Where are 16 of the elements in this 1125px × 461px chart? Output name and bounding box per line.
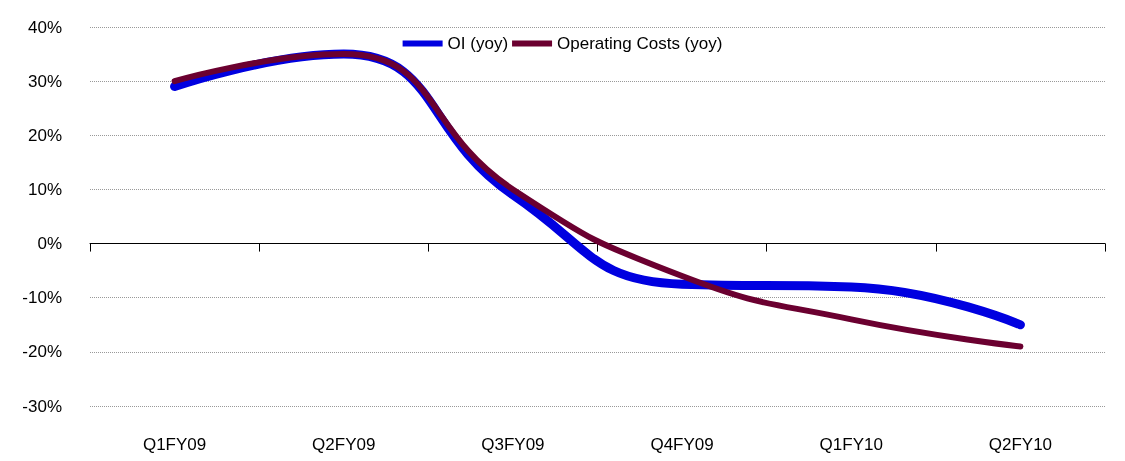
y-tick-label: 40% [27, 17, 62, 37]
x-tick-label: Q3FY09 [481, 435, 545, 454]
y-tick-label: 10% [27, 179, 62, 199]
x-tick-label: Q1FY09 [142, 435, 207, 454]
legend-label: Operating Costs (yoy) [557, 34, 723, 53]
x-tick-label: Q2FY10 [988, 435, 1053, 454]
y-tick-label: -20% [22, 342, 62, 362]
x-tick-label: Q1FY10 [819, 435, 883, 454]
legend-label: OI (yoy) [447, 34, 509, 53]
x-tick-label: Q4FY09 [650, 435, 714, 454]
y-tick-label: -10% [22, 288, 62, 308]
x-tick-label: Q2FY09 [312, 435, 376, 454]
y-tick-label: 30% [27, 71, 62, 91]
y-tick-label: 0% [37, 234, 62, 254]
y-tick-label: -30% [22, 396, 62, 416]
y-tick-label: 20% [27, 125, 62, 145]
